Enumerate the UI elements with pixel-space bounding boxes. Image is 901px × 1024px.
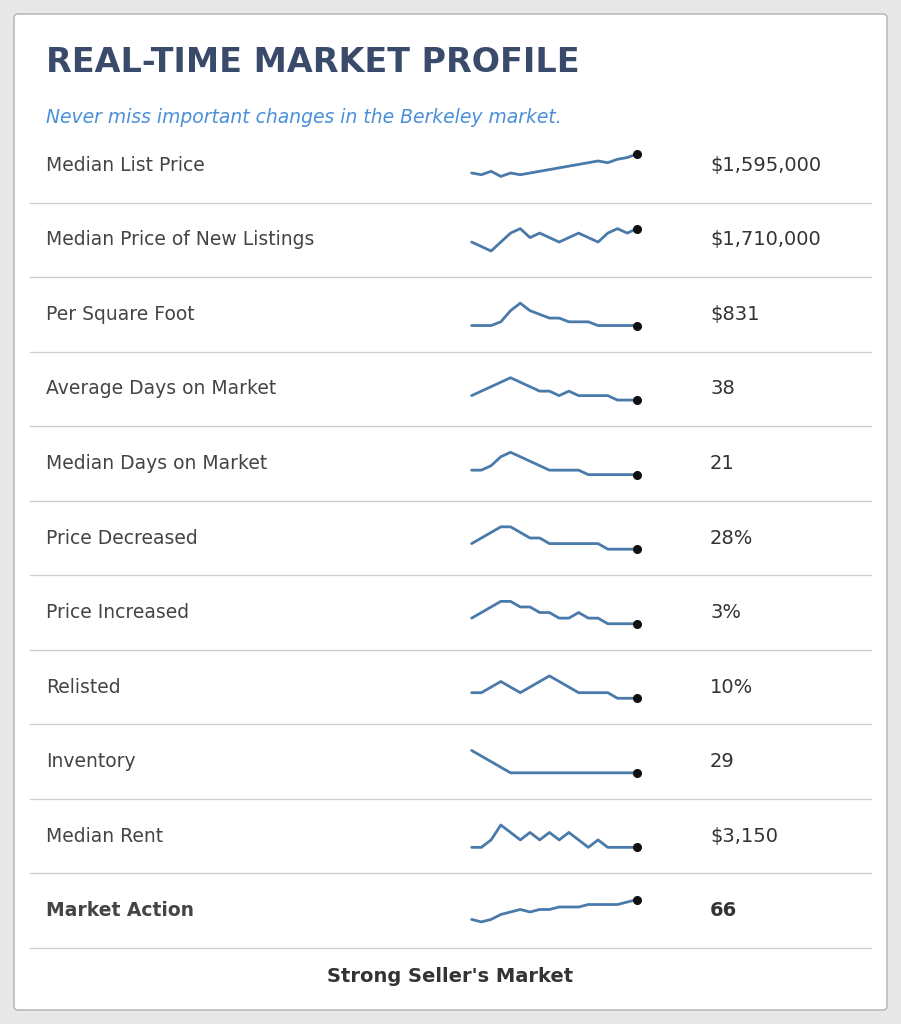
Text: Never miss important changes in the Berkeley market.: Never miss important changes in the Berk… — [46, 108, 561, 127]
Text: Average Days on Market: Average Days on Market — [46, 380, 277, 398]
Text: 21: 21 — [710, 454, 734, 473]
Text: 10%: 10% — [710, 678, 753, 696]
Text: $1,595,000: $1,595,000 — [710, 156, 821, 175]
Text: Relisted: Relisted — [46, 678, 121, 696]
Text: 38: 38 — [710, 380, 734, 398]
Text: $1,710,000: $1,710,000 — [710, 230, 821, 249]
Text: Median Price of New Listings: Median Price of New Listings — [46, 230, 314, 249]
Text: $831: $831 — [710, 305, 760, 324]
Text: REAL-TIME MARKET PROFILE: REAL-TIME MARKET PROFILE — [46, 46, 579, 79]
Text: Strong Seller's Market: Strong Seller's Market — [327, 967, 574, 985]
Text: $3,150: $3,150 — [710, 826, 778, 846]
Text: Price Decreased: Price Decreased — [46, 528, 197, 548]
Text: 66: 66 — [710, 901, 737, 921]
Text: Median Rent: Median Rent — [46, 826, 163, 846]
Text: 28%: 28% — [710, 528, 753, 548]
Text: Per Square Foot: Per Square Foot — [46, 305, 195, 324]
Text: 29: 29 — [710, 753, 734, 771]
FancyBboxPatch shape — [14, 14, 887, 1010]
Text: Median List Price: Median List Price — [46, 156, 205, 175]
Text: Price Increased: Price Increased — [46, 603, 189, 622]
Text: Inventory: Inventory — [46, 753, 136, 771]
Text: 3%: 3% — [710, 603, 741, 622]
Text: Market Action: Market Action — [46, 901, 194, 921]
Text: Median Days on Market: Median Days on Market — [46, 454, 268, 473]
